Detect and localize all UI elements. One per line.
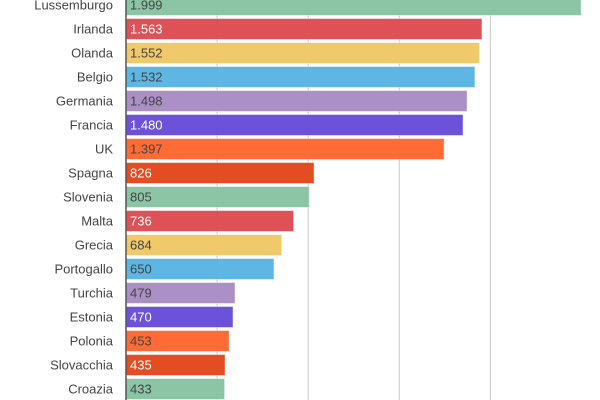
value-label: 826 [130,166,152,181]
bar [125,18,483,40]
value-label: 1.498 [130,94,163,109]
category-label: Malta [81,214,114,229]
value-label: 1.552 [130,46,163,61]
category-label: Estonia [70,310,114,325]
value-label: 479 [130,286,152,301]
value-label: 1.563 [130,22,163,37]
value-label: 805 [130,190,152,205]
value-label: 684 [130,238,152,253]
category-label: Spagna [68,166,114,181]
category-label: Grecia [75,238,114,253]
category-label: Lussemburgo [34,0,113,13]
category-label: Slovacchia [50,358,114,373]
value-label: 1.999 [130,0,163,13]
value-label: 650 [130,262,152,277]
bar [125,114,464,136]
value-label: 435 [130,358,152,373]
value-label: 433 [130,382,152,397]
category-label: Germania [56,94,114,109]
bar [125,0,582,16]
category-label: UK [95,142,113,157]
bar [125,90,468,112]
category-label: Belgio [77,70,113,85]
bar [125,162,315,184]
value-label: 453 [130,334,152,349]
value-label: 1.532 [130,70,163,85]
value-label: 1.480 [130,118,163,133]
category-label: Olanda [71,46,114,61]
category-label: Polonia [70,334,114,349]
value-label: 1.397 [130,142,163,157]
category-label: Turchia [70,286,114,301]
category-label: Croazia [68,382,114,397]
category-label: Irlanda [73,22,114,37]
bar [125,186,310,208]
bar [125,66,476,88]
category-label: Portogallo [54,262,113,277]
bar [125,138,445,160]
category-label: Slovenia [63,190,114,205]
bar [125,42,480,64]
value-label: 736 [130,214,152,229]
value-label: 470 [130,310,152,325]
category-label: Francia [70,118,114,133]
